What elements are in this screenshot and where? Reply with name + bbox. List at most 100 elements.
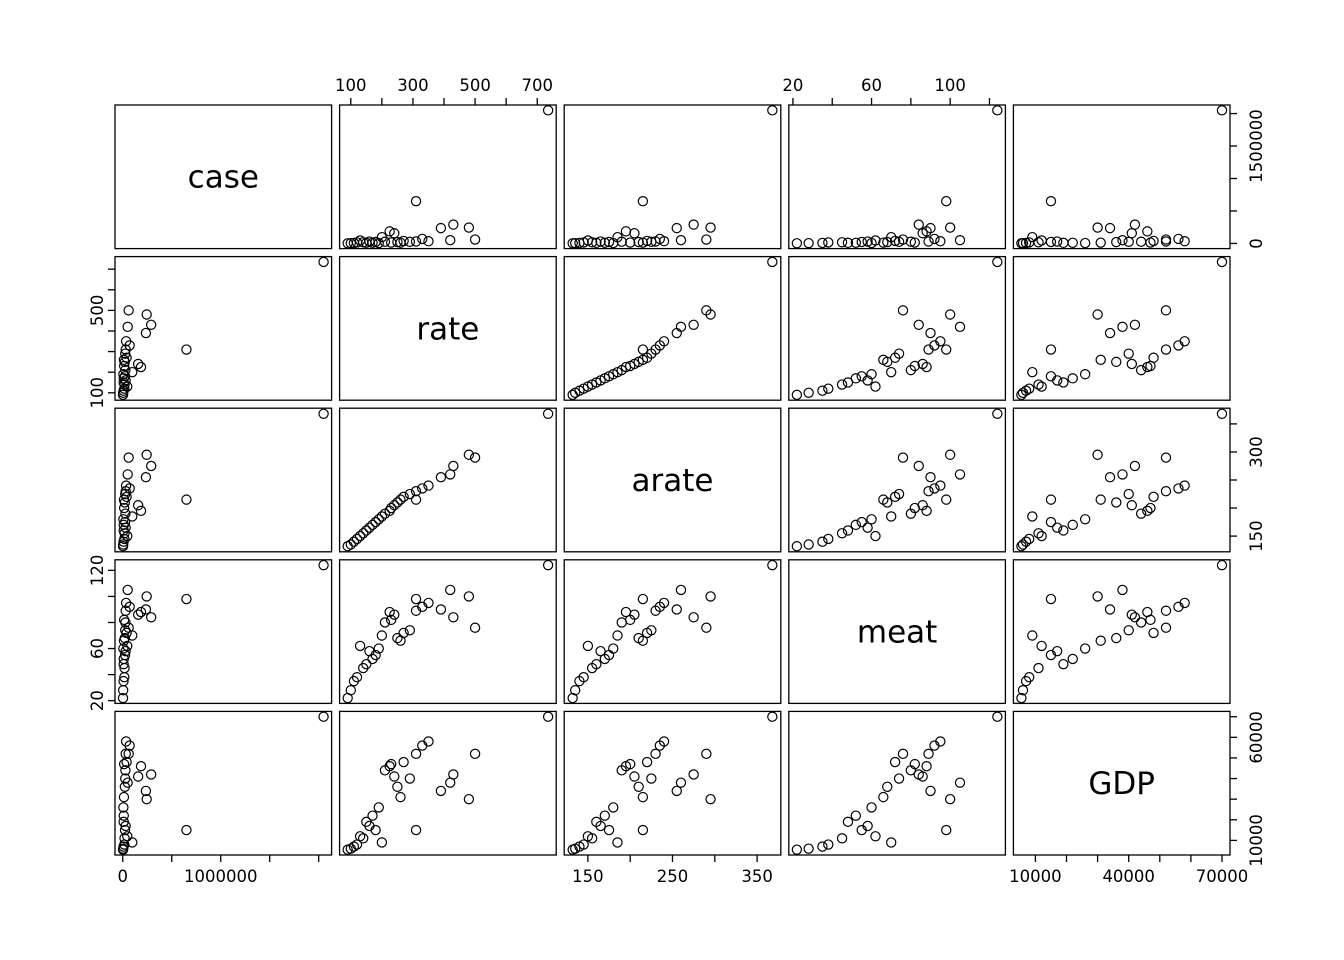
data-point: [929, 740, 940, 751]
data-point: [1058, 377, 1069, 388]
data-point: [364, 522, 375, 533]
data-point: [342, 238, 353, 249]
data-point: [842, 816, 854, 828]
data-point: [701, 305, 712, 316]
tick-label: 100: [934, 76, 966, 95]
data-point: [878, 791, 889, 803]
data-point: [145, 319, 157, 330]
diagonal-panel-arate: arate: [563, 407, 782, 553]
panel-meat-vs-arate: [563, 559, 782, 705]
data-point: [817, 841, 828, 852]
data-point: [688, 769, 699, 780]
data-point: [385, 758, 397, 770]
data-point: [318, 711, 329, 722]
data-point: [646, 348, 657, 359]
data-point: [637, 237, 649, 248]
data-point: [141, 591, 152, 602]
data-point: [913, 219, 924, 230]
data-point: [1117, 584, 1128, 596]
data-point: [1017, 387, 1029, 398]
data-point: [842, 237, 854, 249]
data-point: [909, 758, 920, 770]
data-point: [1095, 635, 1106, 646]
diagonal-panel-meat: meat: [788, 559, 1007, 705]
tick-label: 20: [782, 76, 803, 95]
data-point: [122, 584, 133, 596]
data-point: [376, 837, 388, 848]
diagonal-panel-rate: rate: [338, 255, 557, 401]
data-point: [398, 235, 409, 247]
data-point: [866, 369, 877, 380]
data-point: [118, 369, 129, 380]
data-point: [582, 640, 594, 652]
data-point: [944, 793, 956, 805]
data-point: [1079, 643, 1091, 654]
data-point: [1092, 591, 1103, 602]
data-point: [675, 584, 687, 596]
data-point: [1117, 234, 1128, 246]
panel-meat-vs-GDP: [1012, 559, 1231, 705]
data-point: [882, 236, 893, 248]
data-point: [435, 604, 447, 615]
data-point: [633, 236, 644, 248]
panel-frame: [1012, 407, 1231, 553]
data-point: [135, 760, 147, 772]
data-point: [119, 371, 131, 382]
data-point: [836, 379, 848, 390]
tick-label: 500: [459, 76, 491, 95]
data-point: [435, 471, 447, 483]
data-point: [578, 237, 589, 248]
data-point: [923, 748, 934, 760]
data-point: [120, 597, 132, 609]
data-point: [941, 196, 952, 207]
data-point: [823, 533, 834, 545]
data-point: [817, 536, 828, 547]
data-point: [423, 236, 434, 247]
data-point: [1179, 480, 1190, 491]
data-point: [118, 525, 129, 536]
data-point: [1017, 539, 1029, 550]
data-point: [358, 528, 369, 539]
data-point: [145, 612, 157, 623]
tick-label: 150: [1247, 520, 1266, 552]
panel-arate-vs-rate: [338, 407, 557, 553]
data-point: [181, 593, 192, 605]
data-point: [637, 196, 649, 207]
data-point: [417, 483, 428, 494]
data-point: [897, 452, 909, 463]
data-point: [917, 771, 928, 782]
data-point: [1129, 319, 1141, 330]
data-point: [121, 756, 132, 768]
data-point: [135, 505, 147, 517]
data-point: [856, 516, 867, 528]
panel-frame: [1012, 559, 1231, 705]
panel-GDP-vs-arate: 150 250 350: [563, 710, 782, 886]
data-point: [1045, 236, 1057, 248]
data-point: [574, 675, 585, 687]
data-point: [791, 389, 803, 401]
data-point: [599, 810, 611, 821]
data-point: [567, 389, 578, 401]
data-point: [384, 226, 395, 237]
data-point: [1104, 327, 1116, 339]
data-point: [124, 340, 135, 351]
data-point: [917, 228, 928, 239]
data-point: [569, 387, 581, 398]
data-point: [878, 354, 889, 366]
data-point: [1027, 231, 1038, 243]
panel-frame: [1012, 104, 1231, 250]
data-point: [893, 488, 905, 500]
data-point: [1111, 497, 1122, 508]
data-point: [637, 354, 649, 366]
data-point: [373, 237, 384, 249]
data-point: [850, 373, 862, 384]
data-point: [370, 516, 381, 528]
data-point: [117, 685, 129, 696]
data-point: [1160, 486, 1172, 497]
data-point: [135, 606, 147, 618]
data-point: [370, 824, 381, 836]
data-point: [886, 837, 897, 848]
data-point: [1173, 601, 1184, 613]
data-point: [1036, 640, 1047, 652]
